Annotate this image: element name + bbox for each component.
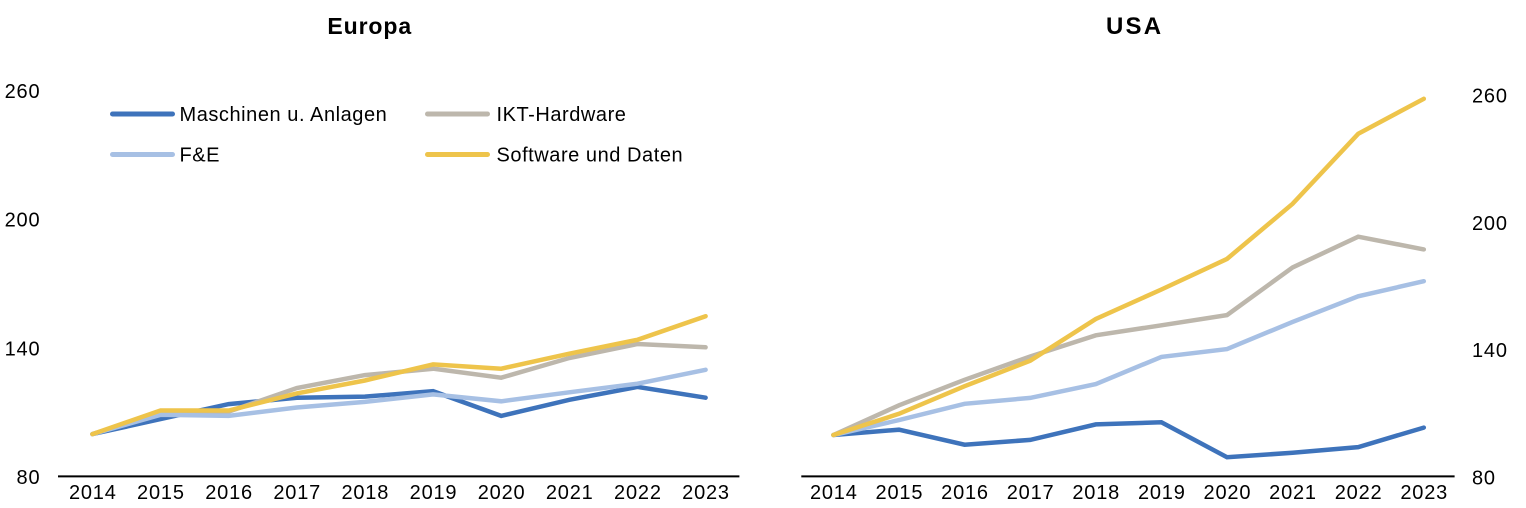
svg-text:140: 140 bbox=[1472, 340, 1508, 362]
svg-text:2014: 2014 bbox=[69, 482, 117, 503]
svg-text:2015: 2015 bbox=[876, 482, 924, 503]
svg-text:2022: 2022 bbox=[1335, 482, 1383, 503]
svg-text:2015: 2015 bbox=[137, 482, 185, 503]
svg-text:Software und Daten: Software und Daten bbox=[497, 145, 684, 167]
svg-text:2020: 2020 bbox=[1204, 482, 1252, 503]
svg-text:2018: 2018 bbox=[341, 482, 389, 503]
svg-text:IKT-Hardware: IKT-Hardware bbox=[497, 104, 627, 126]
svg-text:260: 260 bbox=[1472, 86, 1508, 108]
svg-text:2018: 2018 bbox=[1072, 482, 1120, 503]
svg-text:80: 80 bbox=[1472, 467, 1496, 489]
svg-text:2019: 2019 bbox=[410, 482, 458, 503]
svg-text:2021: 2021 bbox=[546, 482, 594, 503]
svg-text:2022: 2022 bbox=[614, 482, 662, 503]
svg-text:2021: 2021 bbox=[1269, 482, 1317, 503]
svg-text:Maschinen u. Anlagen: Maschinen u. Anlagen bbox=[180, 104, 388, 126]
svg-text:2020: 2020 bbox=[478, 482, 526, 503]
svg-text:2016: 2016 bbox=[941, 482, 989, 503]
svg-text:200: 200 bbox=[5, 210, 41, 232]
svg-text:80: 80 bbox=[17, 467, 41, 489]
svg-text:2017: 2017 bbox=[273, 482, 321, 503]
svg-text:Europa: Europa bbox=[327, 13, 412, 39]
svg-text:140: 140 bbox=[5, 338, 41, 360]
svg-text:260: 260 bbox=[5, 81, 41, 103]
svg-text:2017: 2017 bbox=[1007, 482, 1055, 503]
svg-text:2023: 2023 bbox=[682, 482, 730, 503]
svg-text:2014: 2014 bbox=[810, 482, 858, 503]
svg-text:2019: 2019 bbox=[1138, 482, 1186, 503]
svg-text:2023: 2023 bbox=[1400, 482, 1448, 503]
svg-text:F&E: F&E bbox=[180, 145, 221, 167]
svg-text:2016: 2016 bbox=[205, 482, 253, 503]
svg-text:200: 200 bbox=[1472, 213, 1508, 235]
svg-text:USA: USA bbox=[1106, 13, 1163, 40]
